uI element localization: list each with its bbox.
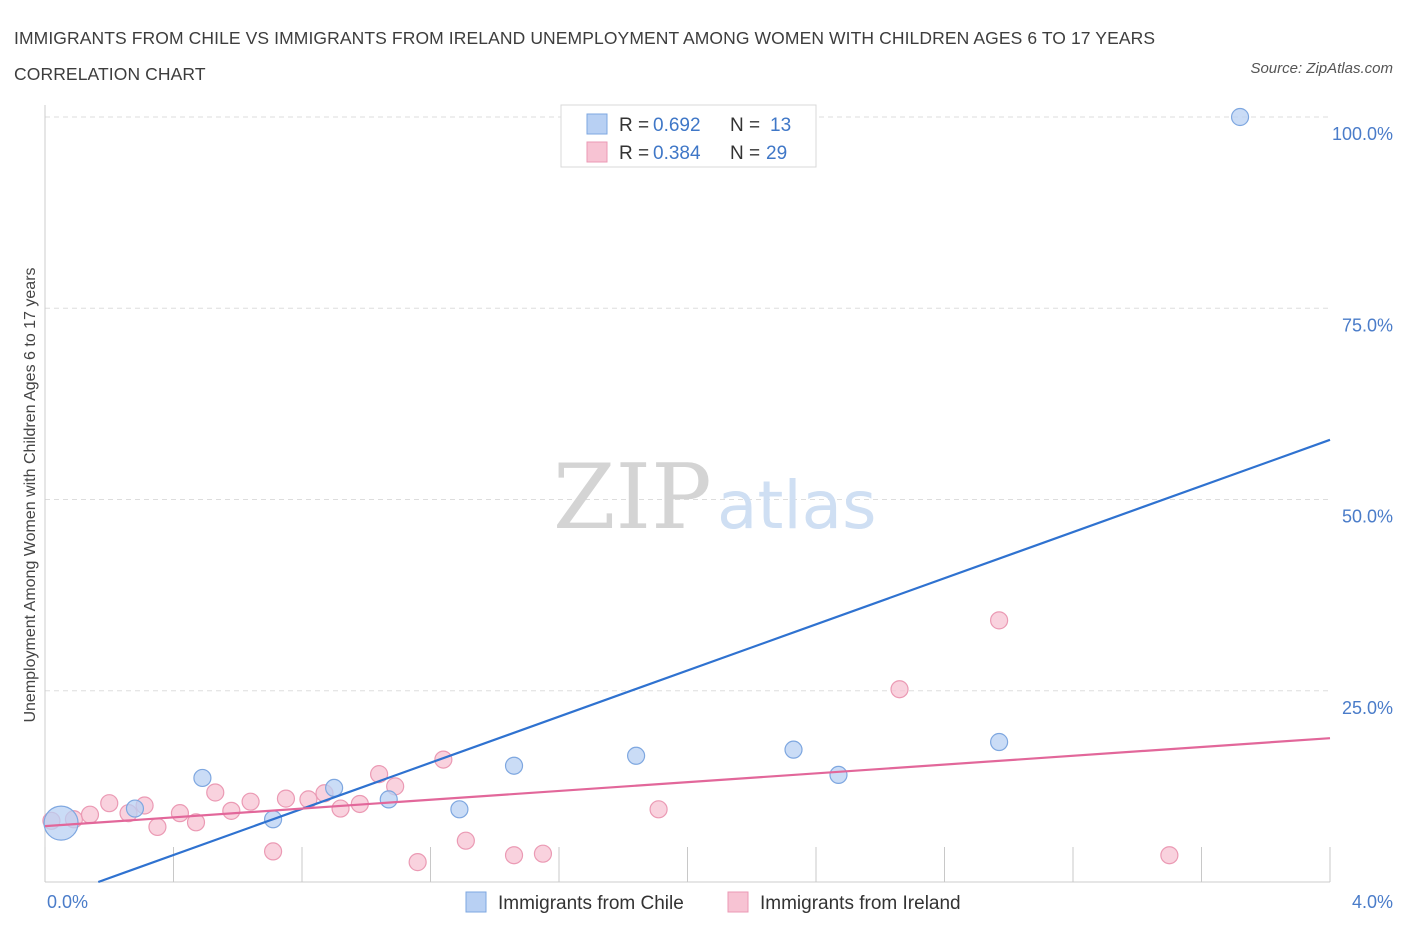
chart-title: IMMIGRANTS FROM CHILE VS IMMIGRANTS FROM… xyxy=(14,28,1156,84)
ireland-point xyxy=(100,794,119,813)
grid-lines xyxy=(45,116,1330,692)
ireland-point xyxy=(263,842,283,861)
chile-point xyxy=(43,805,79,841)
legend-chile-r-label: R = xyxy=(619,115,649,136)
chile-point xyxy=(504,756,524,775)
ireland-point xyxy=(370,765,389,784)
chile-point xyxy=(990,732,1009,752)
watermark-atlas: atlas xyxy=(717,467,877,544)
ireland-point xyxy=(241,792,260,811)
ireland-point xyxy=(990,611,1009,630)
ireland-point xyxy=(80,805,100,824)
y-tick-label: 75.0% xyxy=(1342,315,1393,335)
top-legend: R = 0.692 N = 13 R = 0.384 N = 29 xyxy=(560,104,817,168)
ireland-point xyxy=(148,817,167,837)
legend-ireland-n-label: N = xyxy=(730,143,760,164)
x-tick-label-min: 0.0% xyxy=(47,892,88,912)
watermark: ZIP atlas xyxy=(553,445,877,550)
bottom-legend-ireland-label: Immigrants from Ireland xyxy=(760,893,961,914)
ireland-trend-line xyxy=(44,737,1331,828)
axes xyxy=(44,105,1331,883)
x-tick-labels: 0.0% 4.0% xyxy=(47,892,1393,912)
ireland-point xyxy=(434,750,453,769)
chile-point xyxy=(784,740,803,759)
legend-ireland-swatch xyxy=(586,141,608,163)
bottom-legend-chile-label: Immigrants from Chile xyxy=(498,893,684,914)
y-axis-label: Unemployment Among Women with Children A… xyxy=(22,267,39,722)
legend-ireland-r-label: R = xyxy=(619,143,649,164)
ireland-point xyxy=(504,846,524,865)
legend-chile-n-label: N = xyxy=(730,115,760,136)
chile-series xyxy=(43,107,1250,841)
y-tick-labels: 25.0% 50.0% 75.0% 100.0% xyxy=(1332,124,1393,718)
ireland-point xyxy=(649,800,668,819)
ireland-point xyxy=(456,831,475,850)
legend-ireland-r-value: 0.384 xyxy=(653,143,701,164)
chile-point xyxy=(829,765,848,785)
ireland-point xyxy=(890,680,909,699)
x-tick-label-max: 4.0% xyxy=(1352,892,1393,912)
ireland-point xyxy=(206,783,225,802)
ireland-point xyxy=(186,813,206,832)
bottom-legend: Immigrants from Chile Immigrants from Ir… xyxy=(465,891,961,914)
y-tick-label: 100.0% xyxy=(1332,124,1393,144)
chile-point xyxy=(325,778,344,798)
y-tick-label: 50.0% xyxy=(1342,507,1393,527)
bottom-legend-ireland-swatch xyxy=(727,891,749,913)
bottom-legend-chile-swatch xyxy=(465,891,487,913)
legend-chile-n-value: 13 xyxy=(770,115,791,136)
chile-point xyxy=(626,746,646,765)
chile-point xyxy=(193,768,212,788)
trend-lines xyxy=(44,438,1331,884)
chile-point xyxy=(379,790,398,809)
ireland-point xyxy=(533,844,553,863)
ireland-point xyxy=(170,804,190,823)
chile-point xyxy=(450,800,469,819)
ireland-point xyxy=(1160,846,1179,865)
source-label: Source: ZipAtlas.com xyxy=(1250,60,1393,77)
ireland-point xyxy=(331,799,350,818)
chile-trend-line xyxy=(97,438,1331,884)
y-tick-label: 25.0% xyxy=(1342,698,1393,718)
legend-chile-r-value: 0.692 xyxy=(653,115,701,136)
ireland-point xyxy=(276,789,296,808)
chile-point xyxy=(125,799,145,818)
legend-chile-swatch xyxy=(586,113,608,135)
watermark-zip: ZIP xyxy=(553,445,712,550)
ireland-point xyxy=(222,801,241,820)
chile-point xyxy=(1230,107,1250,127)
ireland-point xyxy=(408,853,427,872)
legend-ireland-n-value: 29 xyxy=(766,143,787,164)
